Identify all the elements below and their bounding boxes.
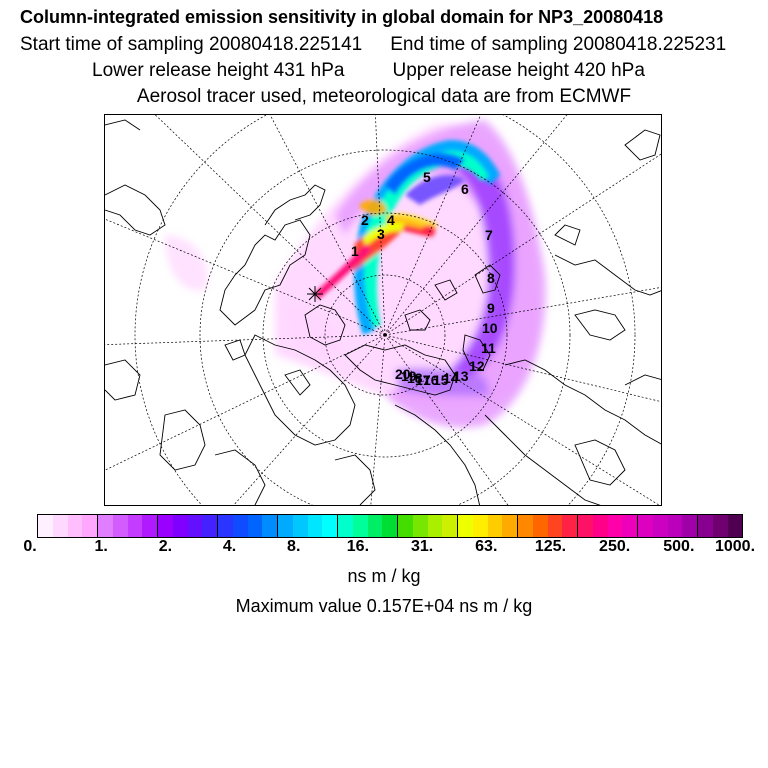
colorbar-tick-label: 500. (663, 538, 695, 555)
colorbar-swatch (338, 515, 353, 537)
trajectory-label-6: 6 (461, 181, 469, 197)
colorbar-tick-label: 16. (346, 538, 370, 555)
colorbar-swatch (622, 515, 638, 537)
colorbar-units: ns m / kg (347, 566, 421, 586)
trajectory-label-5: 5 (423, 169, 431, 185)
colorbar-swatch (427, 515, 443, 537)
trajectory-label-2: 2 (361, 212, 369, 228)
colorbar-ticks: 0. 1. 2. 4. 8. 16. 31. 63. 125. 250. 500. 1000. (0, 538, 768, 560)
start-time-label: Start time of sampling 20080418.225141 (20, 34, 363, 55)
trajectory-label-9: 9 (487, 300, 495, 316)
colorbar-swatch (98, 515, 113, 537)
trajectory-label-14: 14 (443, 370, 459, 386)
trajectory-label-19: 19 (401, 368, 417, 384)
colorbar-tick-label: 2. (158, 538, 173, 555)
colorbar-swatch (382, 515, 398, 537)
lower-height-label: Lower release height 431 hPa (92, 60, 345, 81)
colorbar-swatch (322, 515, 338, 537)
colorbar-swatch (67, 515, 83, 537)
trajectory-label-7: 7 (485, 227, 493, 243)
colorbar-swatch (307, 515, 323, 537)
colorbar-tick-label: 1000. (714, 538, 756, 555)
colorbar-swatch (682, 515, 698, 537)
colorbar-swatch (218, 515, 233, 537)
colorbar-swatch (52, 515, 68, 537)
release-heights: Lower release height 431 hPa Upper releas… (92, 60, 645, 82)
tracer-info: Aerosol tracer used, meteorological data… (136, 86, 632, 107)
colorbar-swatch (142, 515, 158, 537)
colorbar-swatch (352, 515, 368, 537)
colorbar-swatch (172, 515, 188, 537)
colorbar-swatch (592, 515, 608, 537)
trajectory-label-11: 11 (481, 340, 496, 356)
trajectory-label-15: 15 (433, 372, 449, 388)
colorbar-swatch (547, 515, 563, 537)
colorbar-swatch (202, 515, 218, 537)
colorbar-tick-label: 0. (23, 538, 37, 555)
upper-height-label: Upper release height 420 hPa (392, 60, 645, 81)
colorbar-swatch (652, 515, 668, 537)
map-title: Column-integrated emission sensitivity i… (20, 7, 664, 27)
trajectory-label-12: 12 (469, 358, 485, 374)
colorbar-swatch (502, 515, 518, 537)
colorbar-swatch (38, 515, 53, 537)
trajectory-label-17: 17 (415, 372, 431, 388)
map-panel: 1 2 3 4 5 6 7 8 9 10 11 12 13 14 15 16 1… (104, 114, 662, 506)
trajectory-label-4: 4 (387, 212, 395, 228)
colorbar-swatch (638, 515, 653, 537)
colorbar-swatch (712, 515, 728, 537)
sensitivity-plume (165, 120, 546, 428)
coastlines (105, 119, 661, 505)
colorbar-swatch (82, 515, 98, 537)
colorbar-swatch (578, 515, 593, 537)
colorbar-swatch (158, 515, 173, 537)
colorbar-tick-label: 8. (287, 538, 301, 555)
trajectory-label-20: 20 (395, 366, 411, 382)
trajectory-label-8: 8 (487, 270, 495, 286)
trajectory-label-13: 13 (453, 368, 469, 384)
sampling-times: Start time of sampling 20080418.225141 En… (20, 34, 726, 56)
colorbar-swatch (398, 515, 413, 537)
colorbar-tick-label: 250. (599, 538, 631, 555)
colorbar-swatch (247, 515, 263, 537)
colorbar-swatch (278, 515, 293, 537)
colorbar-tick-label: 1. (94, 538, 108, 555)
colorbar-swatch (518, 515, 533, 537)
colorbar-tick-label: 63. (475, 538, 498, 555)
colorbar (37, 514, 743, 538)
maximum-value: Maximum value 0.157E+04 ns m / kg (235, 596, 533, 616)
release-point (307, 286, 323, 302)
colorbar-swatch (442, 515, 458, 537)
trajectory-labels: 1 2 3 4 5 6 7 8 9 10 11 12 13 14 15 16 1… (351, 169, 498, 388)
colorbar-swatch (367, 515, 383, 537)
colorbar-swatch (262, 515, 278, 537)
colorbar-swatch (412, 515, 428, 537)
trajectory-label-3: 3 (377, 226, 385, 242)
colorbar-swatch (727, 515, 743, 537)
colorbar-swatch (232, 515, 248, 537)
trajectory-label-10: 10 (482, 320, 498, 336)
colorbar-tick-label: 4. (222, 538, 237, 555)
trajectory-label-1: 1 (351, 243, 359, 259)
trajectory-label-18: 18 (407, 370, 423, 386)
colorbar-swatch (187, 515, 203, 537)
end-time-label: End time of sampling 20080418.225231 (390, 34, 727, 55)
colorbar-swatch (112, 515, 128, 537)
colorbar-swatch (292, 515, 308, 537)
trajectory-label-16: 16 (423, 372, 439, 388)
colorbar-swatch (698, 515, 713, 537)
colorbar-swatch (562, 515, 578, 537)
colorbar-swatch (532, 515, 548, 537)
polar-map: 1 2 3 4 5 6 7 8 9 10 11 12 13 14 15 16 1… (105, 115, 661, 505)
colorbar-swatch (127, 515, 143, 537)
colorbar-swatch (487, 515, 503, 537)
colorbar-tick-label: 125. (534, 538, 567, 555)
colorbar-swatch (472, 515, 488, 537)
colorbar-swatch (458, 515, 473, 537)
colorbar-swatch (607, 515, 623, 537)
colorbar-swatch (667, 515, 683, 537)
colorbar-tick-label: 31. (410, 538, 434, 555)
